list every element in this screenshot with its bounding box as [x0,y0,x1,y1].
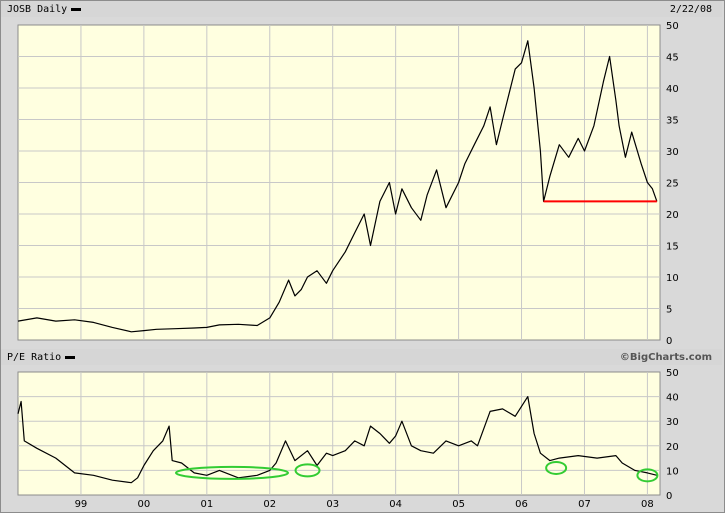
price-y-tick-label: 20 [666,210,679,221]
price-y-tick-label: 45 [666,53,679,64]
pe-x-tick-label: 04 [389,499,402,510]
highlight-ellipse [636,468,659,483]
pe-y-tick-label: 40 [666,393,679,404]
pe-label: P/E Ratio [7,352,76,363]
price-y-tick-label: 15 [666,242,679,253]
legend-dash [71,7,82,11]
pe-y-tick-label: 10 [666,466,679,477]
highlight-ellipse [294,463,321,478]
date-label: 2/22/08 [669,4,712,15]
price-series-line [17,40,658,333]
price-y-tick-label: 40 [666,84,679,95]
price-y-tick-label: 50 [666,21,679,32]
pe-y-tick-label: 0 [666,491,672,502]
highlight-ellipse [175,465,289,480]
price-y-tick-label: 25 [666,179,679,190]
pe-y-tick-label: 20 [666,442,679,453]
price-y-tick-label: 5 [666,305,672,316]
pe-x-tick-label: 03 [326,499,339,510]
pe-x-tick-label: 08 [641,499,654,510]
pe-x-tick-label: 99 [75,499,88,510]
price-y-tick-label: 10 [666,273,679,284]
pe-x-tick-label: 06 [515,499,528,510]
pe-x-tick-label: 05 [452,499,465,510]
pe-header: P/E Ratio ©BigCharts.com [1,349,722,365]
pe-x-tick-label: 01 [200,499,213,510]
price-header: JOSB Daily 2/22/08 [1,1,722,17]
price-y-tick-label: 30 [666,147,679,158]
pe-series-line [17,396,658,484]
price-y-tick-label: 35 [666,116,679,127]
price-label: JOSB Daily [7,4,82,15]
pe-plot-area [17,371,661,496]
legend-dash [65,355,76,359]
pe-y-tick-label: 50 [666,368,679,379]
price-y-tick-label: 0 [666,336,672,347]
highlight-ellipse [545,460,568,475]
pe-x-tick-label: 07 [578,499,591,510]
pe-y-tick-label: 30 [666,417,679,428]
pe-x-tick-label: 02 [263,499,276,510]
credit-label: ©BigCharts.com [619,352,712,363]
pe-x-tick-label: 00 [138,499,151,510]
